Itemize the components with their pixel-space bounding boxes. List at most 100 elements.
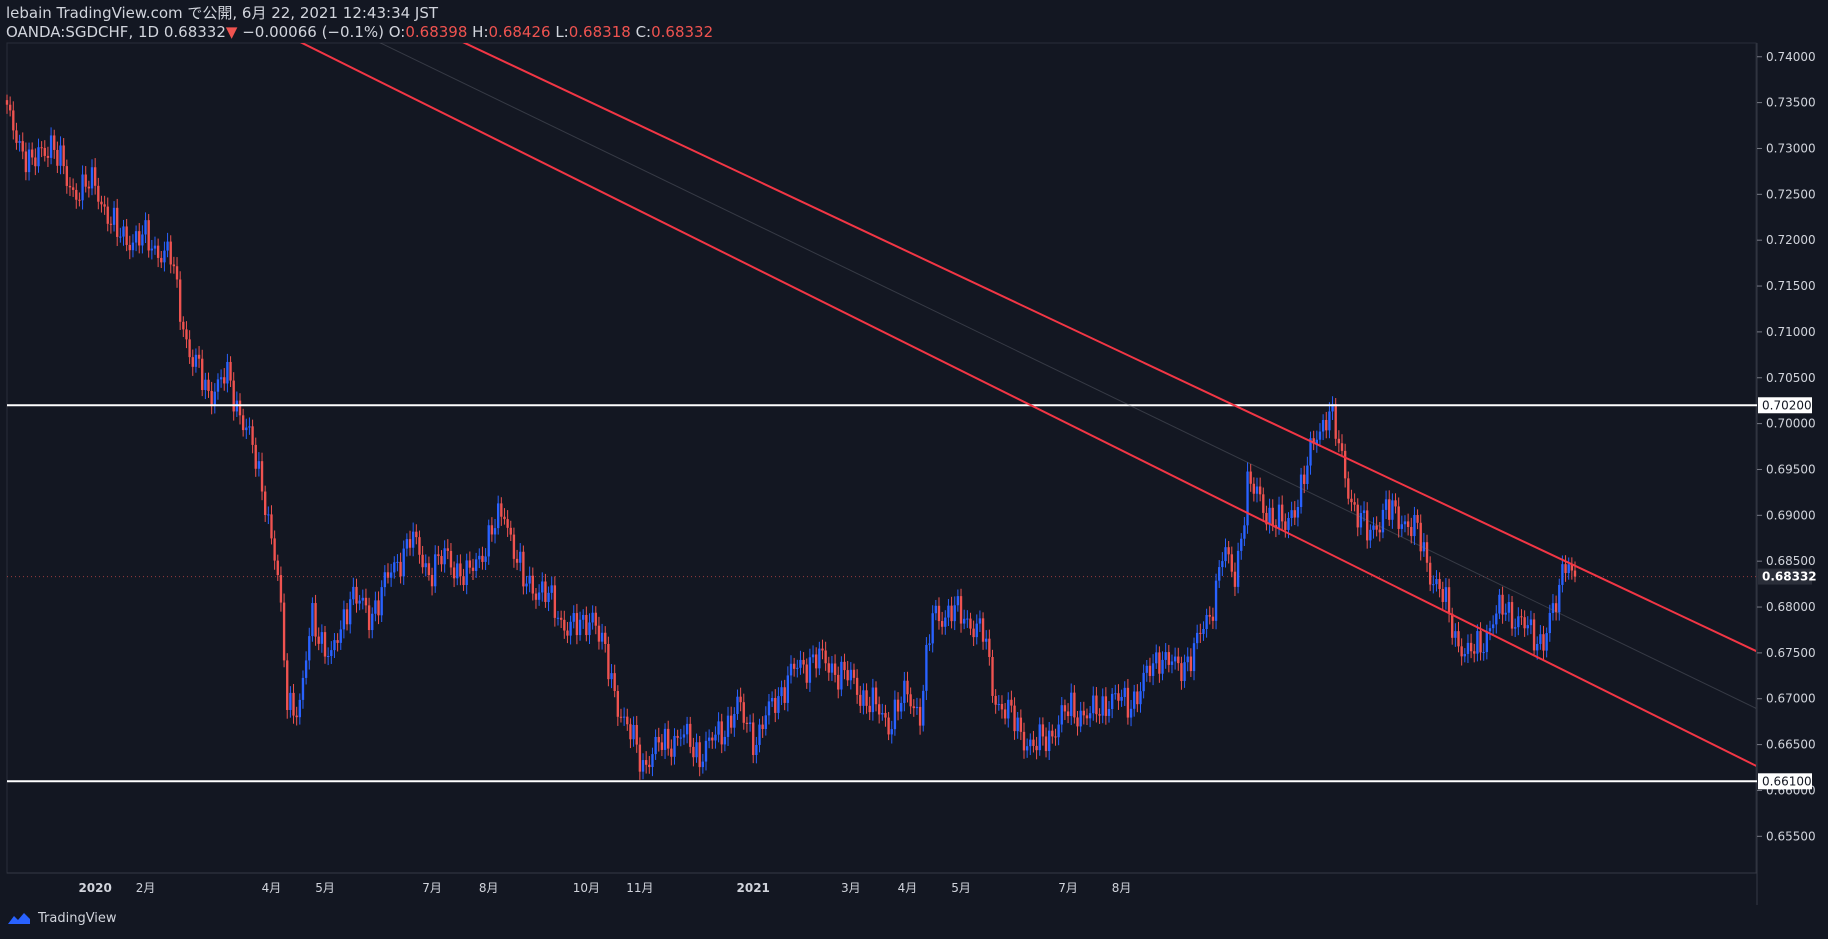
candle-body[interactable] bbox=[770, 697, 774, 702]
candle-body[interactable] bbox=[896, 699, 900, 712]
tradingview-logo-icon[interactable] bbox=[6, 910, 32, 926]
candle-body[interactable] bbox=[430, 575, 434, 587]
candle-body[interactable] bbox=[178, 279, 182, 322]
candle-body[interactable] bbox=[1337, 438, 1341, 444]
candle-body[interactable] bbox=[21, 141, 24, 152]
candle-body[interactable] bbox=[273, 538, 276, 561]
candle-body[interactable] bbox=[1491, 624, 1495, 629]
candle-body[interactable] bbox=[1366, 510, 1369, 541]
candle-body[interactable] bbox=[1447, 587, 1451, 614]
candle-body[interactable] bbox=[122, 226, 125, 237]
candle-body[interactable] bbox=[613, 673, 616, 692]
candle-body[interactable] bbox=[352, 586, 355, 600]
candle-body[interactable] bbox=[833, 663, 837, 675]
candle-body[interactable] bbox=[506, 519, 509, 528]
candle-body[interactable] bbox=[909, 694, 912, 707]
candle-body[interactable] bbox=[865, 690, 868, 706]
candle-body[interactable] bbox=[248, 426, 251, 428]
candle-body[interactable] bbox=[465, 560, 468, 586]
candle-body[interactable] bbox=[1158, 652, 1161, 674]
candle-body[interactable] bbox=[802, 659, 805, 665]
candle-body[interactable] bbox=[317, 636, 320, 644]
candle-body[interactable] bbox=[1457, 631, 1460, 647]
candle-body[interactable] bbox=[808, 657, 812, 683]
candle-body[interactable] bbox=[849, 669, 853, 681]
candle-body[interactable] bbox=[1331, 404, 1334, 412]
candle-body[interactable] bbox=[811, 654, 815, 658]
candle-body[interactable] bbox=[1281, 504, 1284, 522]
candle-body[interactable] bbox=[1432, 584, 1435, 586]
candle-body[interactable] bbox=[1290, 510, 1293, 518]
candle-body[interactable] bbox=[383, 572, 387, 588]
upper-channel-trend-line[interactable] bbox=[0, 0, 1770, 658]
candle-body[interactable] bbox=[254, 444, 257, 469]
candle-body[interactable] bbox=[1205, 614, 1208, 629]
candle-body[interactable] bbox=[622, 716, 626, 718]
candle-body[interactable] bbox=[112, 207, 116, 225]
candle-body[interactable] bbox=[994, 695, 997, 705]
candle-body[interactable] bbox=[1142, 672, 1145, 692]
candle-body[interactable] bbox=[1202, 628, 1205, 634]
candle-body[interactable] bbox=[1016, 717, 1019, 732]
candle-body[interactable] bbox=[188, 339, 191, 358]
candle-body[interactable] bbox=[1123, 687, 1126, 697]
candle-body[interactable] bbox=[881, 713, 884, 715]
candle-body[interactable] bbox=[213, 391, 216, 406]
candle-body[interactable] bbox=[238, 400, 242, 416]
candle-body[interactable] bbox=[1403, 521, 1407, 525]
candle-body[interactable] bbox=[484, 556, 487, 562]
candle-body[interactable] bbox=[830, 663, 834, 673]
candle-body[interactable] bbox=[966, 618, 969, 620]
candle-body[interactable] bbox=[71, 187, 75, 190]
candle-body[interactable] bbox=[1010, 699, 1013, 706]
candle-body[interactable] bbox=[503, 516, 506, 520]
candle-body[interactable] bbox=[1573, 570, 1577, 577]
candle-body[interactable] bbox=[427, 563, 431, 576]
candle-body[interactable] bbox=[767, 701, 771, 716]
candle-body[interactable] bbox=[1513, 627, 1517, 629]
candle-body[interactable] bbox=[399, 561, 402, 577]
candle-body[interactable] bbox=[695, 742, 698, 758]
candle-body[interactable] bbox=[1048, 730, 1051, 752]
candle-body[interactable] bbox=[40, 147, 43, 149]
candle-body[interactable] bbox=[267, 514, 270, 516]
candle-body[interactable] bbox=[1167, 652, 1171, 665]
candle-body[interactable] bbox=[745, 722, 749, 724]
candle-body[interactable] bbox=[1035, 745, 1038, 751]
candle-body[interactable] bbox=[717, 721, 720, 735]
candle-body[interactable] bbox=[537, 592, 541, 600]
symbol-label[interactable]: OANDA:SGDCHF, 1D bbox=[6, 23, 160, 41]
candle-body[interactable] bbox=[1343, 450, 1347, 479]
candle-body[interactable] bbox=[1070, 692, 1073, 717]
candle-body[interactable] bbox=[90, 167, 94, 189]
candle-body[interactable] bbox=[1240, 538, 1243, 551]
candle-body[interactable] bbox=[210, 390, 213, 406]
candle-body[interactable] bbox=[755, 744, 758, 755]
candle-body[interactable] bbox=[657, 736, 660, 743]
candle-body[interactable] bbox=[1189, 656, 1193, 672]
candle-body[interactable] bbox=[1076, 717, 1079, 727]
candle-body[interactable] bbox=[1482, 652, 1485, 654]
candle-body[interactable] bbox=[396, 561, 399, 563]
candle-body[interactable] bbox=[1085, 715, 1089, 719]
candle-body[interactable] bbox=[1296, 506, 1300, 518]
candle-body[interactable] bbox=[24, 151, 28, 173]
candle-body[interactable] bbox=[758, 724, 761, 745]
candle-body[interactable] bbox=[1545, 633, 1548, 651]
candle-body[interactable] bbox=[1466, 642, 1470, 654]
candle-body[interactable] bbox=[1410, 527, 1413, 537]
candle-body[interactable] bbox=[701, 761, 705, 768]
candle-body[interactable] bbox=[1318, 431, 1322, 440]
candle-body[interactable] bbox=[928, 643, 931, 645]
candle-body[interactable] bbox=[1107, 709, 1111, 716]
candle-body[interactable] bbox=[874, 687, 878, 705]
candle-body[interactable] bbox=[1526, 625, 1529, 629]
candle-body[interactable] bbox=[1369, 529, 1372, 541]
candle-body[interactable] bbox=[153, 245, 157, 249]
candle-body[interactable] bbox=[940, 621, 944, 627]
candle-body[interactable] bbox=[786, 675, 790, 703]
candle-body[interactable] bbox=[330, 650, 333, 656]
candle-body[interactable] bbox=[490, 525, 494, 535]
candle-body[interactable] bbox=[421, 554, 424, 568]
candle-body[interactable] bbox=[1013, 705, 1016, 732]
